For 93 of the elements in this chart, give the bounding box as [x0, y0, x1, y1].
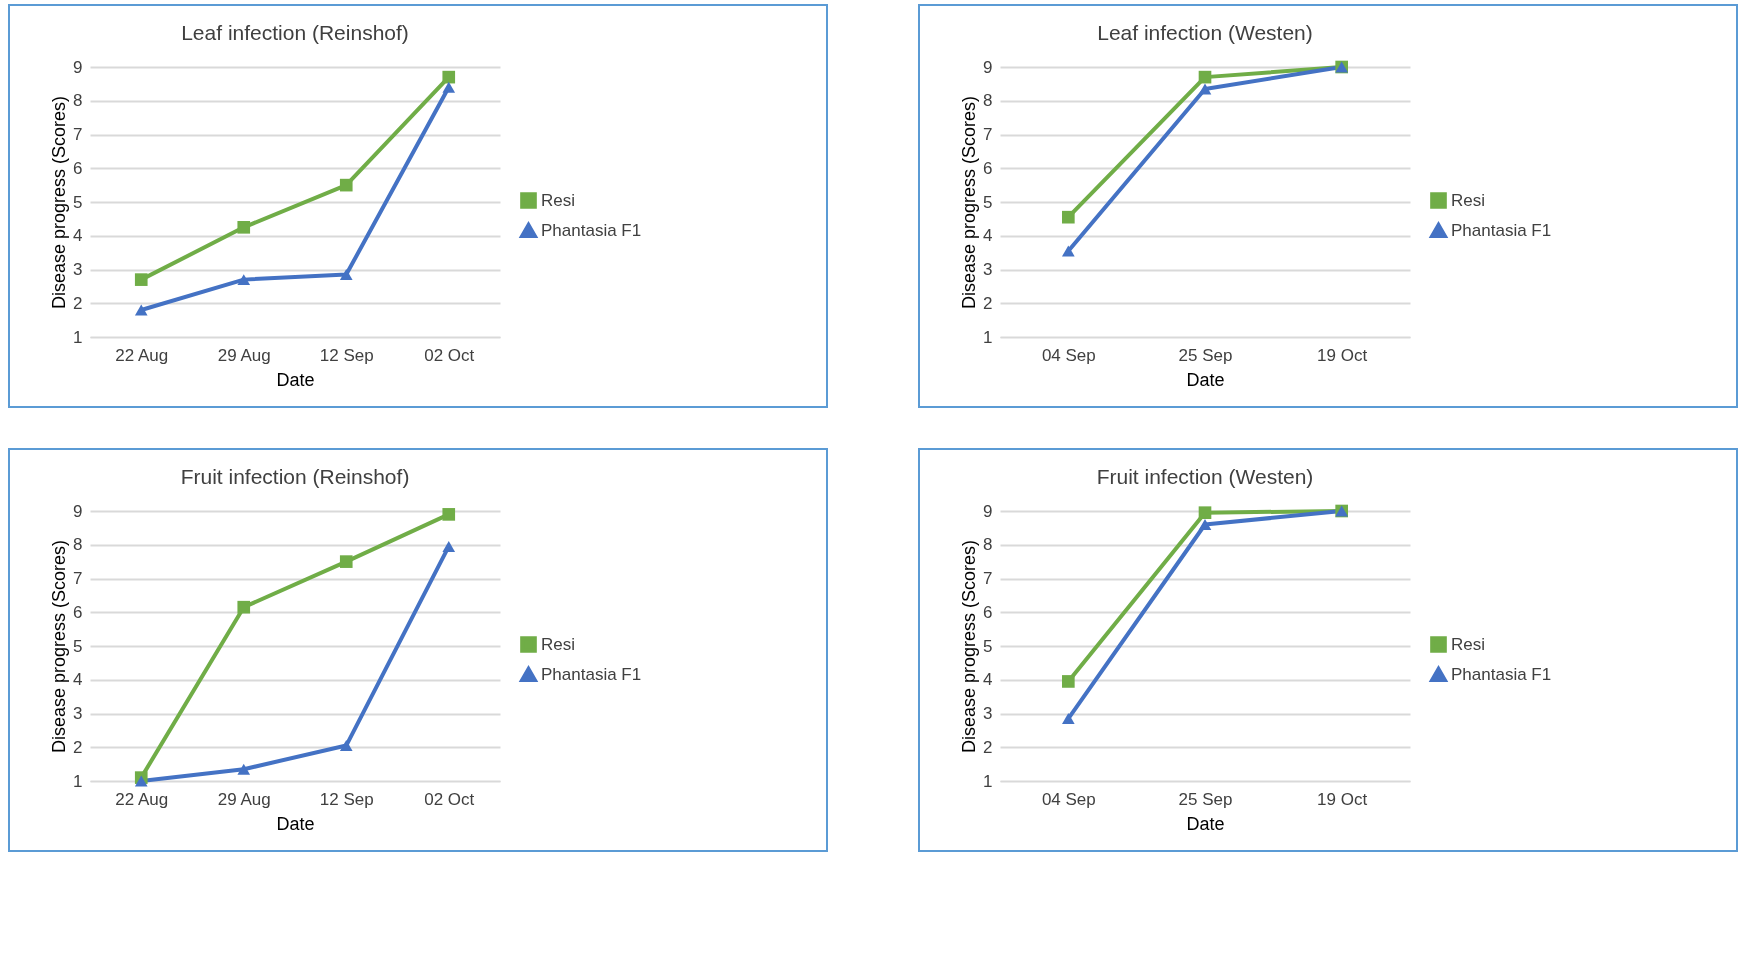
legend-label: Phantasia F1: [1450, 220, 1551, 240]
y-tick-label: 2: [72, 737, 82, 757]
point: [236, 274, 250, 286]
point: [1061, 713, 1075, 725]
y-tick-label: 4: [72, 670, 82, 690]
x-axis-title: Date: [275, 813, 315, 834]
y-tick-label: 5: [982, 192, 992, 212]
point: [441, 540, 455, 552]
point: [134, 304, 148, 316]
legend-label: Resi: [540, 634, 575, 654]
point: [339, 555, 353, 568]
x-tick-label: 04 Sep: [1041, 789, 1096, 809]
y-tick-label: 7: [982, 569, 992, 588]
y-tick-label: 2: [72, 293, 82, 313]
y-tick-label: 1: [982, 327, 992, 347]
y-tick-label: 7: [72, 569, 82, 588]
point: [441, 81, 455, 93]
x-tick-label: 22 Aug: [114, 789, 168, 809]
y-tick-label: 7: [982, 125, 992, 144]
point: [1061, 675, 1075, 688]
legend-label: Resi: [540, 190, 575, 210]
y-tick-label: 1: [72, 327, 82, 347]
point: [1198, 519, 1211, 530]
chart-title: Fruit infection (Westen): [1096, 465, 1313, 488]
y-tick-label: 8: [72, 91, 82, 111]
x-tick-label: 12 Sep: [319, 789, 374, 809]
x-tick-label: 19 Oct: [1316, 345, 1367, 365]
x-tick-label: 19 Oct: [1316, 789, 1367, 809]
point: [1061, 210, 1075, 224]
point: [339, 178, 353, 192]
y-tick-label: 7: [72, 125, 82, 144]
y-tick-label: 9: [72, 57, 82, 77]
y-tick-label: 1: [72, 771, 82, 791]
point: [339, 269, 353, 281]
x-tick-label: 25 Sep: [1178, 789, 1232, 809]
y-axis-title: Disease progress (Scores): [48, 95, 69, 310]
y-tick-label: 3: [982, 704, 992, 723]
y-tick-label: 6: [72, 602, 82, 622]
x-tick-label: 12 Sep: [319, 345, 374, 365]
x-axis-title: Date: [1185, 369, 1225, 390]
y-tick-label: 9: [982, 501, 992, 521]
point: [441, 508, 455, 521]
x-axis-title: Date: [275, 369, 315, 390]
point: [1198, 506, 1211, 520]
x-tick-label: 02 Oct: [423, 789, 475, 809]
x-tick-label: 02 Oct: [423, 345, 475, 365]
point: [1198, 70, 1211, 84]
y-tick-label: 8: [982, 91, 992, 111]
legend-label: Phantasia F1: [1450, 664, 1551, 684]
y-tick-label: 9: [982, 57, 992, 77]
legend-label: Resi: [1450, 190, 1485, 210]
x-tick-label: 04 Sep: [1041, 345, 1096, 365]
y-tick-label: 4: [982, 670, 992, 690]
y-tick-label: 2: [982, 293, 992, 313]
point: [134, 273, 148, 286]
chart-title: Leaf infection (Westen): [1096, 21, 1313, 44]
point: [1061, 245, 1075, 257]
x-tick-label: 22 Aug: [114, 345, 168, 365]
x-tick-label: 29 Aug: [217, 345, 271, 365]
y-tick-label: 6: [72, 158, 82, 178]
y-tick-label: 2: [982, 737, 992, 757]
point: [236, 220, 250, 234]
point: [134, 775, 148, 787]
y-tick-label: 9: [72, 501, 82, 521]
y-tick-label: 6: [982, 158, 992, 178]
point: [339, 740, 353, 752]
y-tick-label: 3: [72, 260, 82, 279]
legend-label: Phantasia F1: [540, 220, 641, 240]
legend-label: Resi: [1450, 634, 1485, 654]
y-tick-label: 5: [72, 636, 82, 656]
legend-label: Phantasia F1: [540, 664, 641, 684]
x-tick-label: 25 Sep: [1178, 345, 1232, 365]
y-tick-label: 4: [982, 226, 992, 246]
y-axis-title: Disease progress (Scores): [958, 539, 979, 754]
chart-title: Fruit infection (Reinshof): [180, 465, 409, 488]
y-tick-label: 1: [982, 771, 992, 791]
y-tick-label: 8: [982, 535, 992, 555]
y-tick-label: 3: [982, 260, 992, 279]
x-tick-label: 29 Aug: [217, 789, 271, 809]
y-tick-label: 3: [72, 704, 82, 723]
chart-title: Leaf infection (Reinshof): [180, 21, 409, 44]
point: [236, 763, 250, 775]
y-tick-label: 4: [72, 226, 82, 246]
y-tick-label: 5: [72, 192, 82, 212]
y-axis-title: Disease progress (Scores): [48, 539, 69, 754]
point: [1198, 83, 1211, 95]
point: [236, 600, 250, 614]
point: [441, 70, 455, 84]
y-axis-title: Disease progress (Scores): [958, 95, 979, 310]
y-tick-label: 6: [982, 602, 992, 622]
y-tick-label: 8: [72, 535, 82, 555]
x-axis-title: Date: [1185, 813, 1225, 834]
y-tick-label: 5: [982, 636, 992, 656]
